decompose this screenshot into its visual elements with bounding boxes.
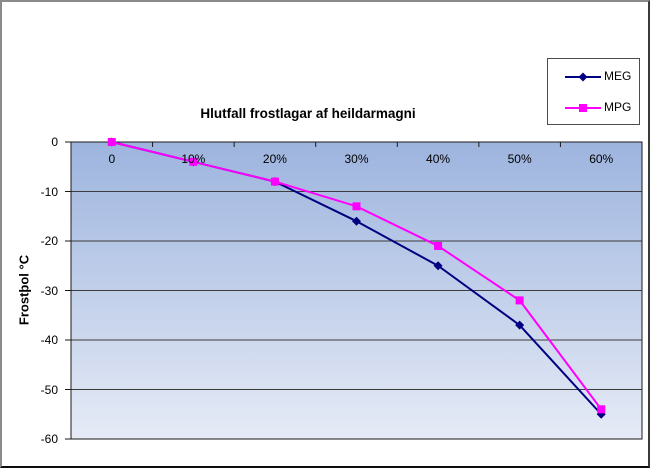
x-tick-label: 40% [426,152,451,166]
square-marker-icon [270,177,279,186]
x-tick-label: 0 [108,152,116,166]
y-tick-label: 0 [51,135,58,149]
series-line-MEG [111,141,602,415]
x-tick-label: 10% [181,152,206,166]
square-marker-icon [515,296,524,305]
y-tick-label: -40 [40,333,58,347]
x-tick-label: 30% [344,152,369,166]
square-marker-icon [107,138,116,146]
diamond-marker-icon [433,261,443,271]
y-tick-label: -60 [40,432,58,446]
meg-line-marker-icon [564,70,602,82]
square-marker-icon [352,202,361,211]
y-tick-label: -50 [40,382,58,397]
diamond-marker-icon [515,320,525,330]
y-tick-label: -20 [40,234,58,248]
x-tick-label: 60% [589,152,614,166]
legend: MEG MPG [547,58,640,125]
square-marker-icon [434,241,443,250]
x-tick-label: 50% [507,152,532,166]
square-marker-icon [189,157,198,166]
legend-label-mpg: MPG [604,99,632,114]
diamond-marker-icon [352,216,361,226]
x-tick-label: 20% [262,152,287,166]
square-marker-icon [579,103,587,112]
y-tick-label: -10 [40,184,58,199]
chart-title: Hlutfall frostlagar af heildarmagni [200,106,416,121]
legend-item-meg: MEG [548,69,639,83]
legend-item-mpg: MPG [548,100,639,114]
y-tick-label: -30 [40,283,58,298]
series-line-MPG [111,141,603,410]
diamond-marker-icon [578,72,588,82]
square-marker-icon [597,405,606,414]
mpg-line-marker-icon [564,101,602,113]
legend-label-meg: MEG [604,69,632,84]
